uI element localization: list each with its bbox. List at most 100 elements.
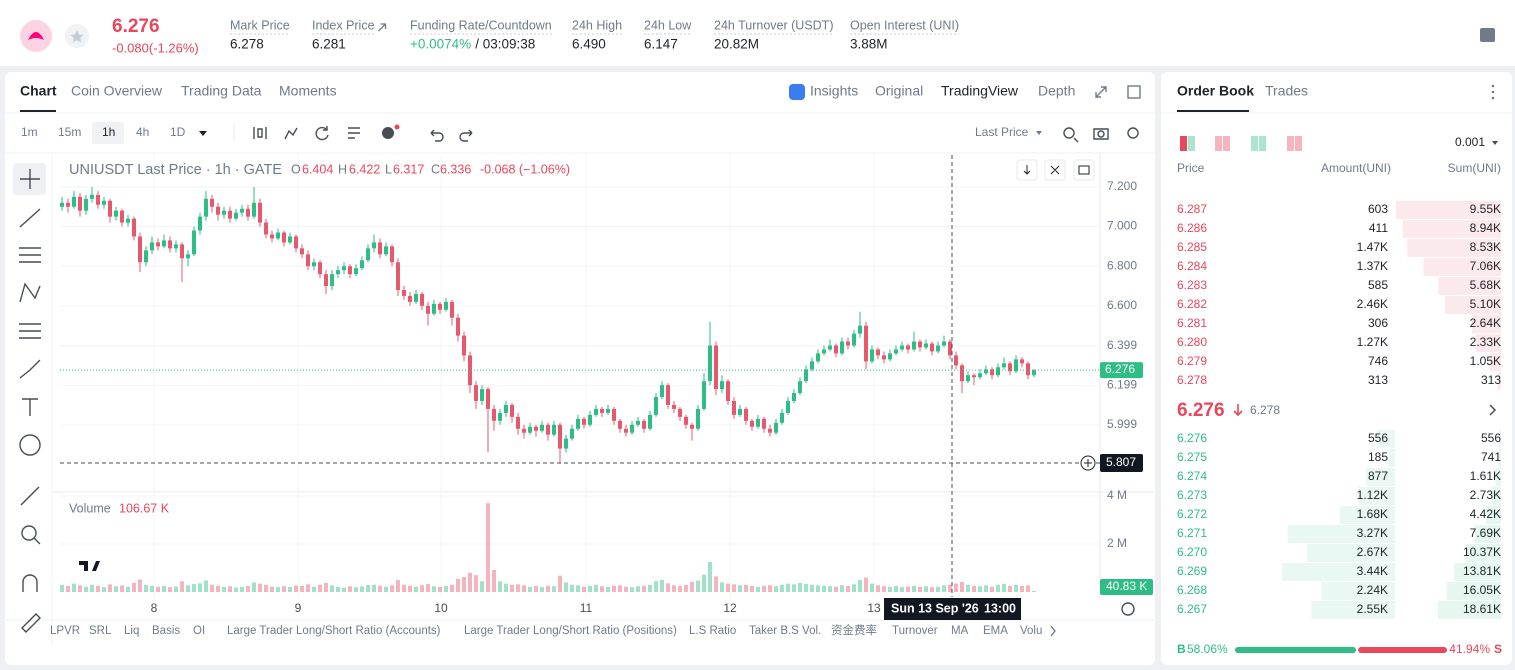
candle-body xyxy=(552,424,556,435)
indicator[interactable]: Turnover xyxy=(892,625,938,637)
stat-label: Open Interest (UNI) xyxy=(850,18,959,32)
book-price[interactable]: 6.271 xyxy=(1177,526,1207,540)
indicator[interactable]: OI xyxy=(193,625,205,637)
book-price[interactable]: 6.274 xyxy=(1177,469,1207,483)
indicator[interactable]: Liq xyxy=(124,625,139,637)
indicator[interactable]: 资金费率 xyxy=(831,623,877,637)
book-price[interactable]: 6.279 xyxy=(1177,354,1207,368)
interval[interactable]: 4h xyxy=(136,125,149,139)
layout-icon[interactable] xyxy=(1180,136,1187,151)
book-price[interactable]: 6.284 xyxy=(1177,259,1207,273)
view-tab[interactable]: TradingView xyxy=(941,83,1019,99)
indicator[interactable]: SRL xyxy=(89,625,112,637)
volume-bar xyxy=(324,582,328,592)
drawing-tool[interactable] xyxy=(19,282,41,303)
chart-settings[interactable] xyxy=(1121,602,1135,616)
down-arrow xyxy=(1233,404,1243,417)
volume-bar xyxy=(186,585,190,592)
book-price[interactable]: 6.270 xyxy=(1177,545,1207,559)
drawing-tool[interactable] xyxy=(22,574,38,592)
tab[interactable]: Trading Data xyxy=(181,83,262,99)
indicator[interactable]: Large Trader Long/Short Ratio (Accounts) xyxy=(227,625,441,637)
notes-icon[interactable] xyxy=(1480,28,1495,42)
indicator[interactable]: Volu xyxy=(1020,625,1042,637)
book-price[interactable]: 6.278 xyxy=(1177,373,1207,387)
tick-size[interactable]: 0.001 xyxy=(1455,135,1485,149)
book-price[interactable]: 6.287 xyxy=(1177,202,1207,216)
book-price[interactable]: 6.269 xyxy=(1177,564,1207,578)
toolbar-icon[interactable] xyxy=(430,129,444,142)
candle-body xyxy=(648,414,652,429)
price-type[interactable]: Last Price xyxy=(975,125,1029,139)
tab[interactable]: Moments xyxy=(279,83,337,99)
book-price[interactable]: 6.273 xyxy=(1177,488,1207,502)
indicator[interactable]: EMA xyxy=(983,625,1008,637)
toolbar-icon[interactable] xyxy=(315,126,329,141)
book-sum: 16.05K xyxy=(1463,583,1501,597)
chart-button[interactable] xyxy=(1073,159,1095,181)
orderbook-panel xyxy=(1161,72,1512,665)
layout-icon[interactable] xyxy=(1215,136,1222,151)
window-icon[interactable] xyxy=(1127,85,1141,99)
book-price[interactable]: 6.281 xyxy=(1177,316,1207,330)
tab[interactable]: Coin Overview xyxy=(71,83,163,99)
drawing-tool[interactable] xyxy=(19,208,41,228)
indicator[interactable]: Taker B.S Vol. xyxy=(749,625,821,637)
volume-bar xyxy=(684,584,688,592)
view-tab[interactable]: Depth xyxy=(1038,83,1075,99)
tab[interactable]: Chart xyxy=(20,83,57,99)
book-price[interactable]: 6.272 xyxy=(1177,507,1207,521)
drawing-tool[interactable] xyxy=(20,486,40,506)
add-indicator-icon[interactable] xyxy=(382,127,394,139)
indicator[interactable]: MA xyxy=(951,625,969,637)
tab[interactable]: Order Book xyxy=(1177,83,1254,99)
view-tab[interactable]: Original xyxy=(875,83,923,99)
volume-bar xyxy=(732,584,736,592)
drawing-tool[interactable] xyxy=(20,169,40,189)
indicator[interactable]: Large Trader Long/Short Ratio (Positions… xyxy=(464,625,677,637)
interval[interactable]: 1D xyxy=(170,125,186,139)
book-price[interactable]: 6.286 xyxy=(1177,221,1207,235)
indicator[interactable]: LPVR xyxy=(50,625,80,637)
fullscreen-icon[interactable] xyxy=(1095,86,1107,98)
book-price[interactable]: 6.276 xyxy=(1177,431,1207,445)
drawing-tool[interactable] xyxy=(21,613,41,633)
book-price[interactable]: 6.283 xyxy=(1177,278,1207,292)
toolbar-icon[interactable] xyxy=(1127,127,1139,139)
indicator[interactable]: Basis xyxy=(152,625,180,637)
layout-icon[interactable] xyxy=(1287,136,1294,151)
drawing-tool[interactable] xyxy=(22,398,38,416)
indicator[interactable]: L.S Ratio xyxy=(689,625,736,637)
drawing-tool[interactable] xyxy=(19,434,41,456)
candle-body xyxy=(144,250,148,263)
book-price[interactable]: 6.282 xyxy=(1177,297,1207,311)
toolbar-icon[interactable] xyxy=(284,127,298,140)
toolbar-icon[interactable] xyxy=(1093,128,1109,140)
drawing-tool[interactable] xyxy=(21,525,41,545)
toolbar-icon[interactable] xyxy=(459,129,473,142)
interval[interactable]: 15m xyxy=(58,125,81,139)
drawing-tool[interactable] xyxy=(19,323,41,339)
view-tab[interactable]: Insights xyxy=(810,83,858,99)
book-sum: 313 xyxy=(1481,373,1501,387)
chart-button-icon xyxy=(1023,165,1090,175)
book-price[interactable]: 6.268 xyxy=(1177,583,1207,597)
volume-bar xyxy=(930,587,934,592)
volume-bar xyxy=(294,585,298,592)
tab[interactable]: Trades xyxy=(1265,83,1308,99)
layout-icon[interactable] xyxy=(1251,136,1258,151)
book-price[interactable]: 6.275 xyxy=(1177,450,1207,464)
depth-bar xyxy=(1407,239,1501,257)
dropdown-caret xyxy=(199,131,207,136)
toolbar-icon[interactable] xyxy=(1063,127,1079,143)
book-price[interactable]: 6.267 xyxy=(1177,602,1207,616)
interval[interactable]: 1m xyxy=(21,125,38,139)
toolbar-icon[interactable] xyxy=(348,127,360,139)
book-price[interactable]: 6.280 xyxy=(1177,335,1207,349)
toolbar-icon[interactable] xyxy=(253,127,267,139)
interval[interactable]: 1h xyxy=(102,125,115,139)
volume-bar xyxy=(144,584,148,592)
book-price[interactable]: 6.285 xyxy=(1177,240,1207,254)
drawing-tool[interactable] xyxy=(19,359,41,379)
drawing-tool[interactable] xyxy=(19,247,41,263)
